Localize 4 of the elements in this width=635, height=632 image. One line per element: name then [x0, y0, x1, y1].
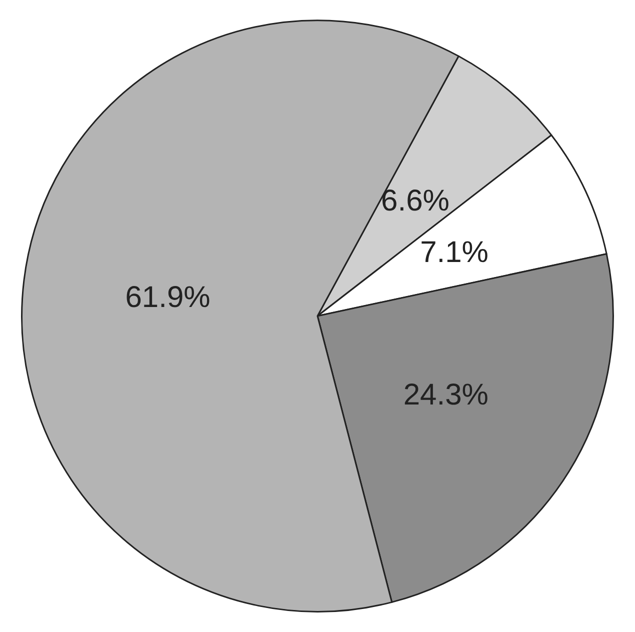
data-label: 61.9%: [125, 281, 210, 314]
data-label: 7.1%: [420, 236, 488, 269]
data-label: 24.3%: [403, 378, 488, 412]
data-label: 6.6%: [381, 184, 450, 218]
